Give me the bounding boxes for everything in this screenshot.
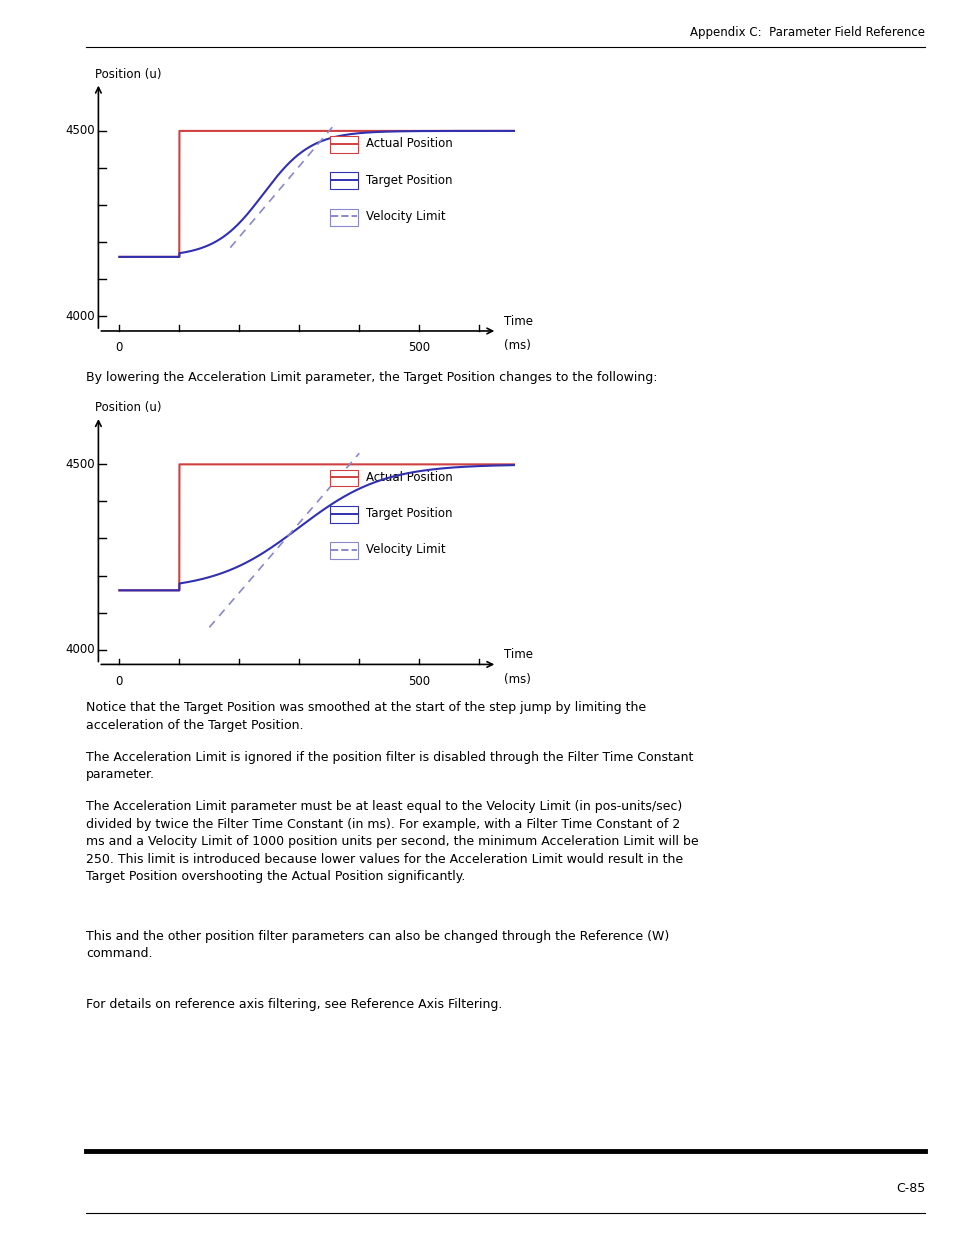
Text: Target Position: Target Position xyxy=(366,174,452,186)
Text: 4000: 4000 xyxy=(66,643,95,656)
Text: Notice that the Target Position was smoothed at the start of the step jump by li: Notice that the Target Position was smoo… xyxy=(86,701,645,732)
Text: 4500: 4500 xyxy=(66,125,95,137)
Text: Time: Time xyxy=(504,315,533,329)
FancyBboxPatch shape xyxy=(330,506,357,522)
Text: By lowering the Acceleration Limit parameter, the Target Position changes to the: By lowering the Acceleration Limit param… xyxy=(86,370,657,384)
Text: Actual Position: Actual Position xyxy=(366,137,453,151)
Text: Position (u): Position (u) xyxy=(95,68,162,82)
FancyBboxPatch shape xyxy=(330,542,357,559)
Text: 500: 500 xyxy=(408,674,430,688)
Text: For details on reference axis filtering, see Reference Axis Filtering.: For details on reference axis filtering,… xyxy=(86,998,501,1011)
FancyBboxPatch shape xyxy=(330,136,357,153)
Text: 0: 0 xyxy=(115,674,123,688)
Text: Target Position: Target Position xyxy=(366,508,452,520)
Text: 4500: 4500 xyxy=(66,458,95,471)
Text: Time: Time xyxy=(504,648,533,662)
Text: The Acceleration Limit is ignored if the position filter is disabled through the: The Acceleration Limit is ignored if the… xyxy=(86,751,693,782)
Text: Actual Position: Actual Position xyxy=(366,471,453,484)
Text: Position (u): Position (u) xyxy=(95,401,162,415)
Text: 500: 500 xyxy=(408,341,430,354)
Text: Appendix C:  Parameter Field Reference: Appendix C: Parameter Field Reference xyxy=(690,26,924,38)
Text: C-85: C-85 xyxy=(895,1182,924,1194)
Text: (ms): (ms) xyxy=(504,340,531,352)
FancyBboxPatch shape xyxy=(330,173,357,189)
Text: The Acceleration Limit parameter must be at least equal to the Velocity Limit (i: The Acceleration Limit parameter must be… xyxy=(86,800,698,883)
Text: 4000: 4000 xyxy=(66,310,95,322)
FancyBboxPatch shape xyxy=(330,209,357,226)
Text: 0: 0 xyxy=(115,341,123,354)
Text: Velocity Limit: Velocity Limit xyxy=(366,543,445,557)
Text: Velocity Limit: Velocity Limit xyxy=(366,210,445,224)
Text: (ms): (ms) xyxy=(504,673,531,685)
FancyBboxPatch shape xyxy=(330,469,357,487)
Text: This and the other position filter parameters can also be changed through the Re: This and the other position filter param… xyxy=(86,930,668,961)
